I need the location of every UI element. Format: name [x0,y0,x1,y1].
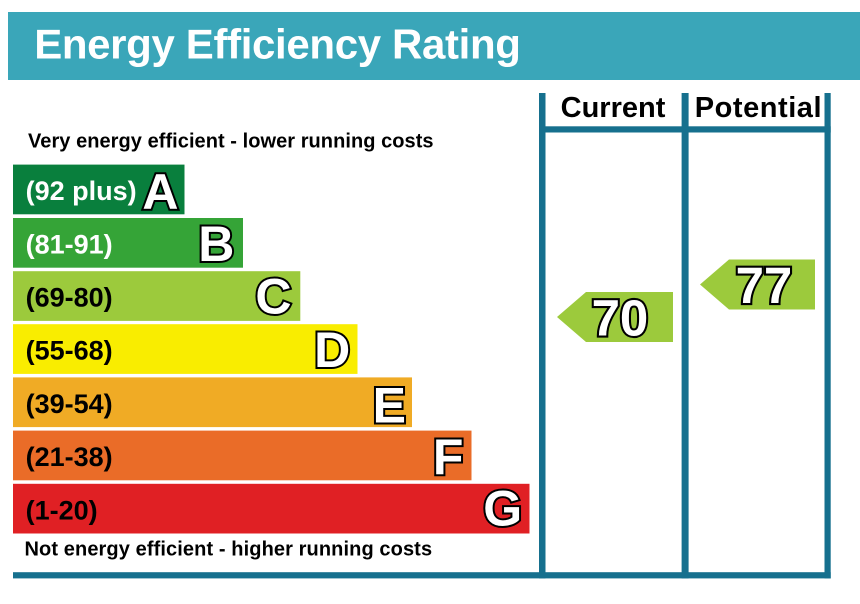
svg-text:(69-80): (69-80) [26,283,113,313]
svg-text:(92 plus): (92 plus) [26,176,137,206]
svg-text:Very energy efficient - lower: Very energy efficient - lower running co… [28,131,434,153]
svg-text:F: F [433,429,464,485]
svg-text:B: B [198,216,234,272]
svg-text:(21-38): (21-38) [26,442,113,472]
svg-text:Not energy efficient - higher: Not energy efficient - higher running co… [25,539,433,561]
svg-text:E: E [373,377,406,433]
svg-text:G: G [483,481,522,537]
svg-text:(81-91): (81-91) [26,230,113,260]
svg-text:77: 77 [736,257,793,314]
svg-text:70: 70 [592,289,649,346]
svg-text:Potential: Potential [695,92,822,124]
svg-text:(39-54): (39-54) [26,389,113,419]
svg-text:(1-20): (1-20) [26,495,98,525]
svg-text:D: D [314,322,350,378]
svg-text:Energy Efficiency Rating: Energy Efficiency Rating [34,21,520,68]
svg-text:(55-68): (55-68) [26,336,113,366]
svg-text:Current: Current [561,92,666,124]
svg-text:C: C [255,269,291,325]
svg-text:A: A [142,164,178,220]
